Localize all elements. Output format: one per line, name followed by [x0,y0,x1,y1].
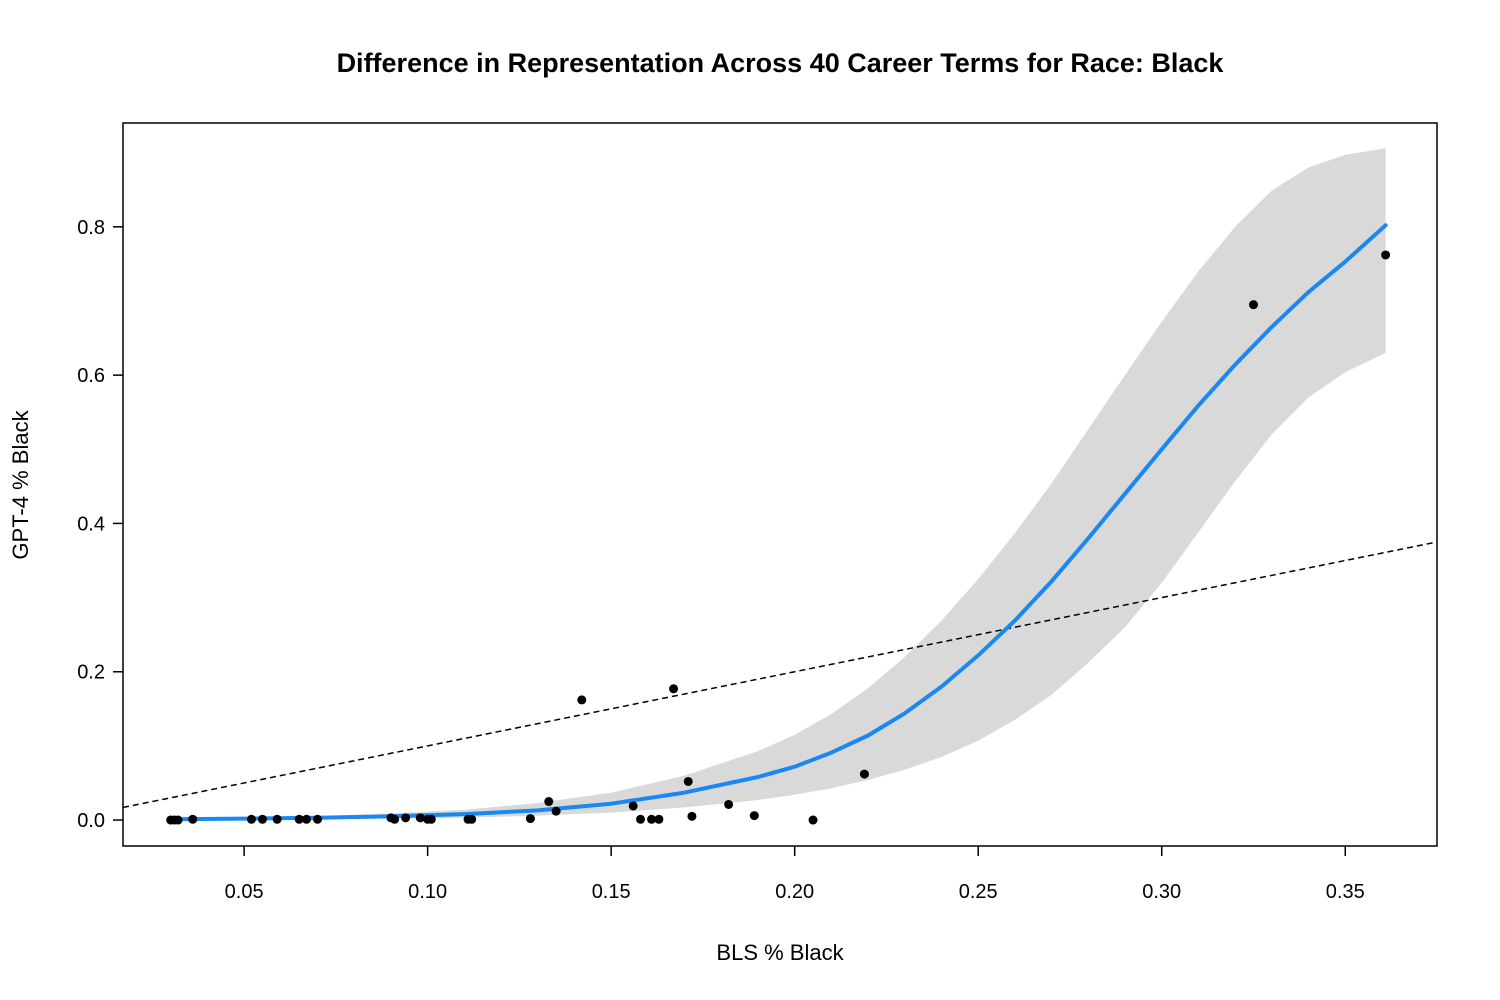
data-point [302,814,312,824]
y-tick-label: 0.2 [77,662,105,684]
data-point [683,776,693,786]
data-point [551,806,561,816]
y-tick-label: 0.0 [77,810,105,832]
chart-title: Difference in Representation Across 40 C… [337,48,1225,78]
x-axis: 0.05 0.10 0.15 0.20 0.25 0.30 0.35 [225,846,1365,903]
x-tick-label: 0.15 [592,881,631,903]
data-point [669,684,679,694]
data-point [390,814,400,824]
x-tick-label: 0.25 [959,881,998,903]
data-point [687,811,697,821]
y-tick-label: 0.4 [77,513,105,535]
data-point [628,801,638,811]
data-point [1381,250,1391,260]
data-point [525,814,535,824]
fitted-curve [168,223,1388,822]
y-axis: 0.0 0.2 0.4 0.6 0.8 [77,217,123,832]
reference-line [122,541,1438,809]
y-tick-label: 0.6 [77,365,105,387]
data-point [724,799,734,809]
x-tick-label: 0.10 [408,881,447,903]
data-point [467,814,477,824]
data-point [188,814,198,824]
x-tick-label: 0.20 [775,881,814,903]
data-point [654,814,664,824]
data-point [294,814,304,824]
data-point [313,814,323,824]
y-tick-label: 0.8 [77,217,105,239]
x-tick-label: 0.30 [1142,881,1181,903]
x-tick-label: 0.05 [225,881,264,903]
data-point [647,814,657,824]
data-point [636,814,646,824]
data-point [246,814,256,824]
data-point [808,815,818,825]
data-point [426,814,436,824]
plot-frame [122,122,1438,847]
confidence-band [170,148,1386,820]
x-tick-label: 0.35 [1326,881,1365,903]
data-point [749,811,759,821]
data-point [544,797,554,807]
data-point [257,814,267,824]
data-point [859,769,869,779]
data-point [577,695,587,705]
data-point [1248,300,1258,310]
plot-area [122,148,1438,825]
data-point [401,813,411,823]
y-axis-label: GPT-4 % Black [8,409,33,559]
x-axis-label: BLS % Black [716,940,844,965]
data-point [272,814,282,824]
data-point [173,815,183,825]
data-point [415,813,425,823]
